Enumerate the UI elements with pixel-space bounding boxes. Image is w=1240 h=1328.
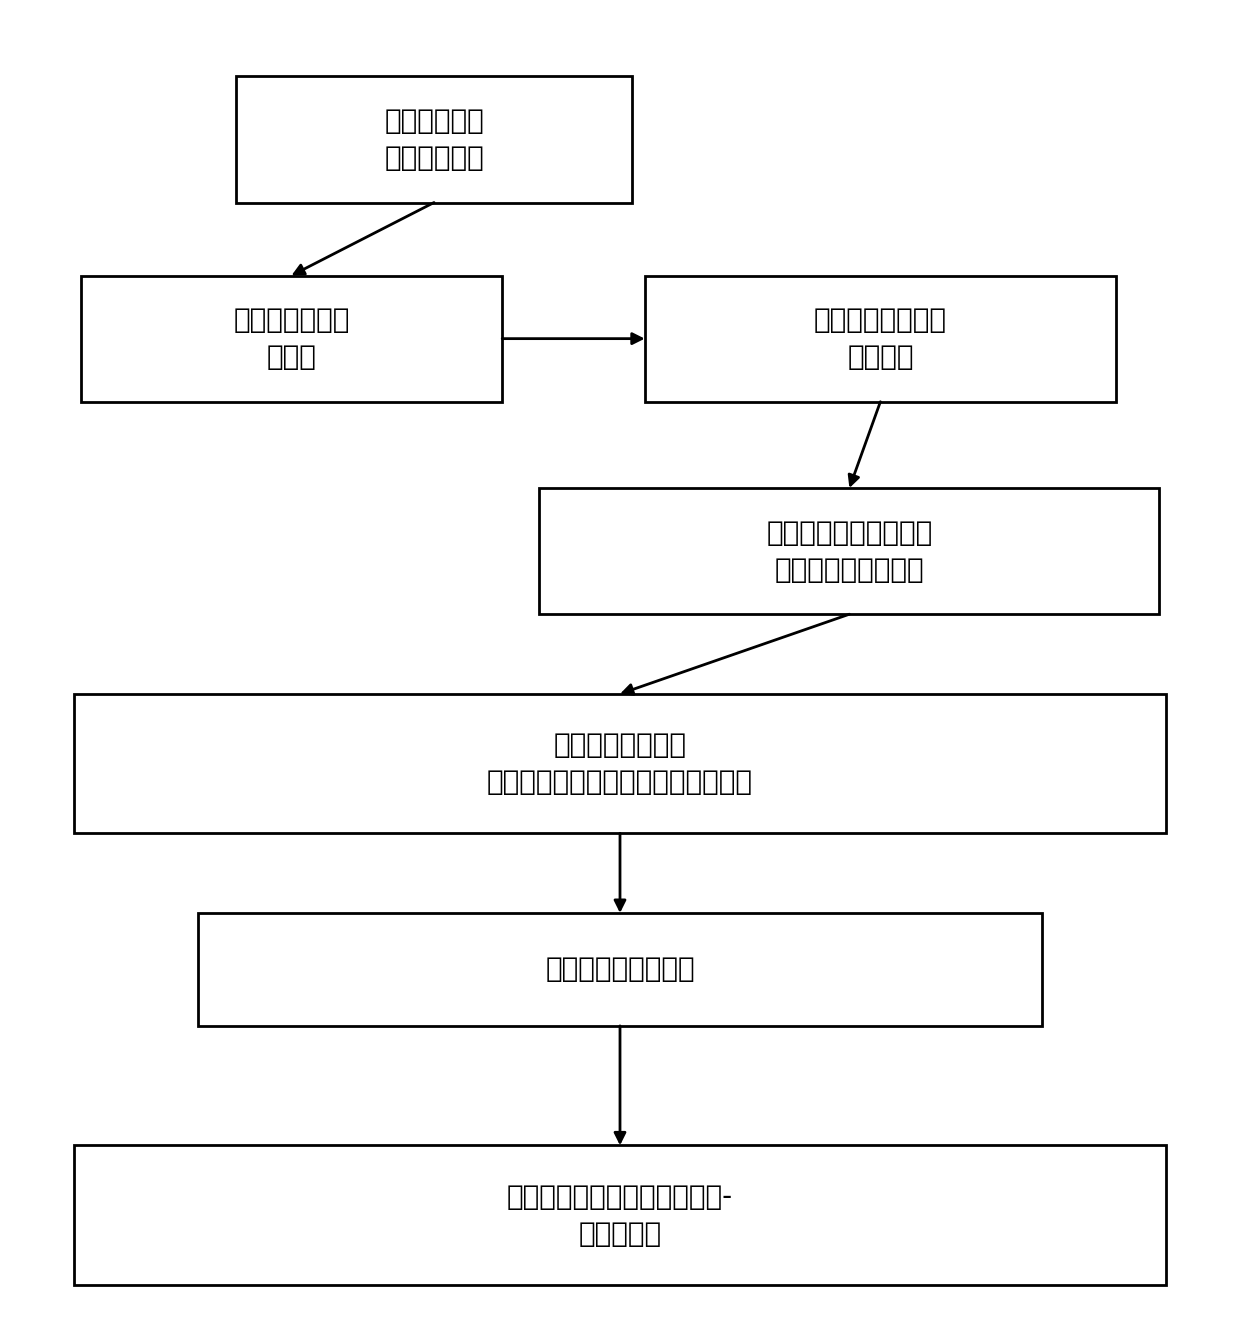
Text: 建立黄土塬区浅层地下水补给-
排泄单元区: 建立黄土塬区浅层地下水补给- 排泄单元区 — [507, 1183, 733, 1247]
Bar — [645, 275, 1116, 401]
Bar — [74, 693, 1166, 834]
Text: 建立泰森多边形，
划分为若干地下潜水自然补给单元区: 建立泰森多边形， 划分为若干地下潜水自然补给单元区 — [487, 732, 753, 795]
Text: 获取待研究区域的
水电信息: 获取待研究区域的 水电信息 — [813, 307, 947, 371]
Text: 调整泰森多边形边界: 调整泰森多边形边界 — [546, 955, 694, 984]
Text: 获取泉眼分布
区域地形数据: 获取泉眼分布 区域地形数据 — [384, 108, 484, 171]
Bar — [236, 76, 632, 202]
Bar — [74, 1145, 1166, 1286]
Bar — [539, 489, 1159, 614]
Bar — [81, 275, 502, 401]
Text: 确定自然泉眼与开采井
的位置，计算排泄量: 确定自然泉眼与开采井 的位置，计算排泄量 — [766, 519, 932, 583]
Text: 提取待研究区域
沟沿线: 提取待研究区域 沟沿线 — [233, 307, 350, 371]
Bar — [198, 914, 1042, 1025]
